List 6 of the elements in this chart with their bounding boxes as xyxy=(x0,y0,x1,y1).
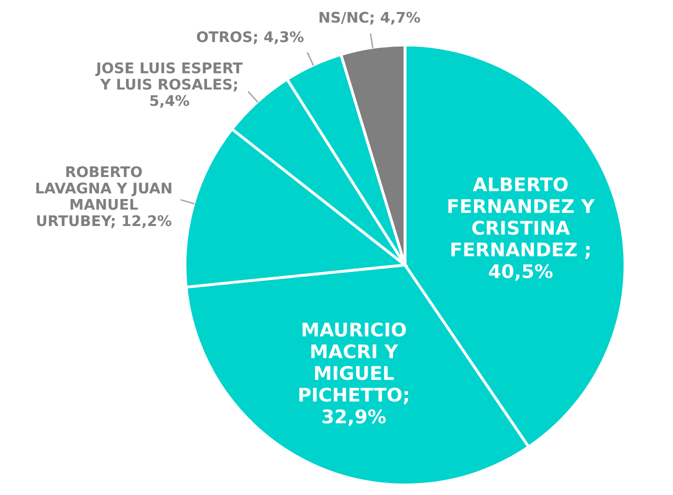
slice-label: MAURICIO MACRI Y MIGUEL PICHETTO; 32,9% xyxy=(299,322,408,426)
slice-label: ALBERTO FERNANDEZ Y CRISTINA FERNANDEZ ; 40,5% xyxy=(448,177,595,281)
slice-label: NS/NC; 4,7% xyxy=(320,12,420,25)
slice-label: OTROS; 4,3% xyxy=(196,31,304,44)
slice-label: JOSE LUIS ESPERT Y LUIS ROSALES; 5,4% xyxy=(95,62,243,108)
slice-label: ROBERTO LAVAGNA Y JUAN MANUEL URTUBEY; 12,2% xyxy=(36,166,172,228)
